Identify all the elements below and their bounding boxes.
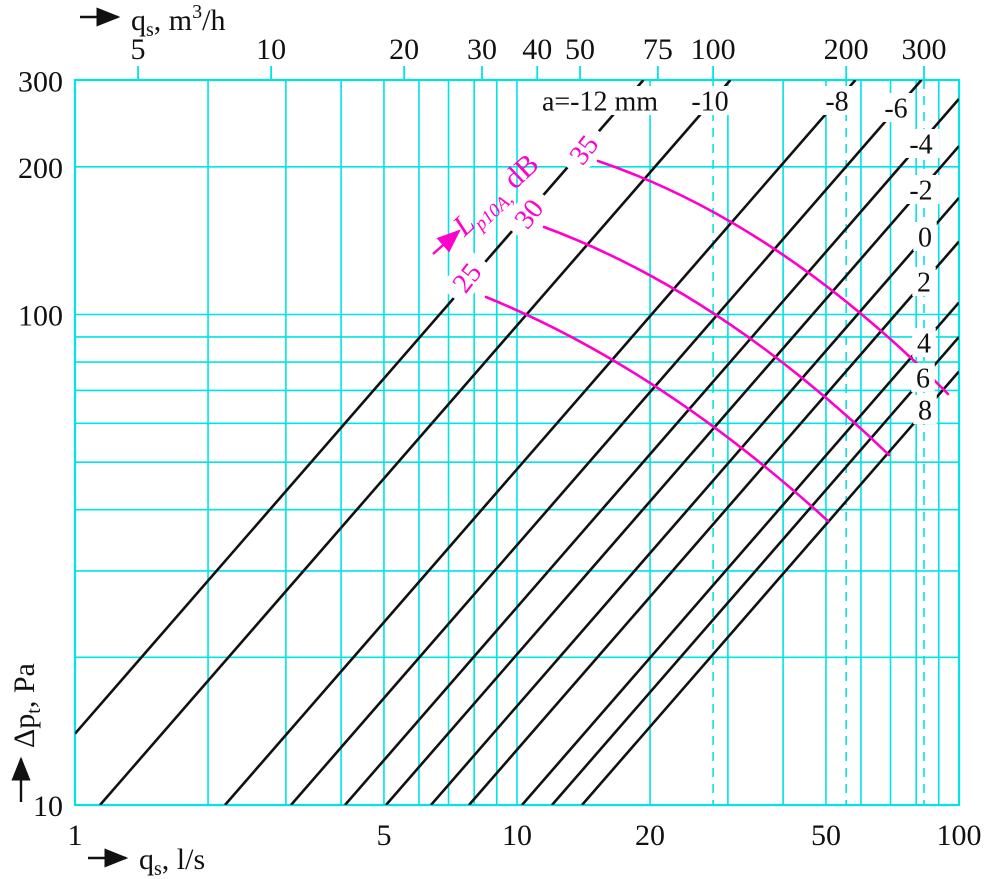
damper-lines-layer	[75, 80, 959, 805]
damper-line-label: -8	[825, 87, 848, 118]
top-axis-title: qs, m3/h	[131, 1, 225, 41]
damper-line	[224, 80, 857, 805]
damper-label-box	[684, 86, 736, 115]
damper-line	[581, 370, 959, 805]
bottom-tick-label: 1	[68, 819, 83, 852]
top-tick-label: 100	[691, 33, 736, 66]
svg-text:Δpt, Pa: Δpt, Pa	[8, 663, 45, 748]
damper-label-box	[913, 222, 937, 251]
damper-line	[385, 145, 959, 805]
top-tick-label: 40	[522, 33, 552, 66]
damper-line	[344, 98, 959, 805]
noise-level-arrow-icon	[432, 229, 461, 255]
left-axis-title: Δpt, Pa	[8, 663, 45, 748]
damper-label-box	[911, 363, 935, 392]
noise-curves-layer	[484, 159, 950, 523]
top-tick-label: 200	[824, 33, 869, 66]
noise-label-box	[501, 185, 556, 243]
damper-line-label: 8	[918, 396, 932, 427]
damper-line-label: 2	[917, 268, 931, 299]
damper-line	[290, 80, 923, 805]
damper-line	[430, 196, 959, 805]
damper-label-box	[912, 328, 936, 357]
noise-curve-label-group: 35	[556, 121, 611, 179]
damper-line	[551, 336, 959, 805]
damper-label-box	[541, 86, 659, 115]
bottom-tick-label: 50	[811, 819, 841, 852]
damper-label-box	[818, 86, 856, 115]
damper-label-box	[912, 267, 936, 296]
damper-line-label: 6	[916, 364, 930, 395]
bottom-tick-label: 10	[502, 819, 532, 852]
damper-line	[521, 301, 959, 805]
grid-layer	[73, 78, 961, 807]
damper-line	[99, 80, 732, 805]
damper-line-label: -6	[884, 94, 907, 125]
damper-label-box	[877, 93, 915, 122]
damper-label-box	[913, 395, 937, 424]
plot-frame	[73, 78, 961, 807]
bottom-tick-label: 20	[635, 819, 665, 852]
top-tick-label: 300	[902, 33, 947, 66]
bottom-tick-label: 5	[376, 819, 391, 852]
left-tick-label: 200	[18, 152, 63, 185]
noise-curve	[596, 159, 950, 396]
bottom-axis-title: qs, l/s	[139, 843, 205, 879]
damper-line-label: -10	[691, 87, 728, 118]
top-tick-label: 10	[256, 33, 286, 66]
left-tick-label: 100	[18, 300, 63, 333]
damper-line-label: 4	[917, 329, 931, 360]
damper-label-box	[902, 129, 940, 158]
damper-line	[75, 80, 645, 735]
top-tick-label: 20	[389, 33, 419, 66]
left-tick-label: 10	[33, 790, 63, 823]
top-tick-label: 75	[643, 33, 673, 66]
top-tick-label: 5	[131, 33, 146, 66]
top-tick-label: 30	[467, 33, 497, 66]
damper-line-label: -2	[909, 176, 932, 207]
damper-line-label: -4	[909, 130, 932, 161]
bottom-tick-label: 100	[937, 819, 982, 852]
damper-line-label: 0	[918, 223, 932, 254]
damper-line-label: a=-12 mm	[542, 87, 658, 118]
top-tick-label: 50	[565, 33, 595, 66]
noise-label-box	[556, 121, 611, 179]
noise-curve	[542, 225, 891, 457]
damper-label-box	[902, 175, 940, 204]
noise-curve	[484, 295, 830, 523]
damper-line	[468, 240, 959, 805]
noise-label-box	[439, 249, 494, 307]
left-tick-label: 300	[18, 65, 63, 98]
